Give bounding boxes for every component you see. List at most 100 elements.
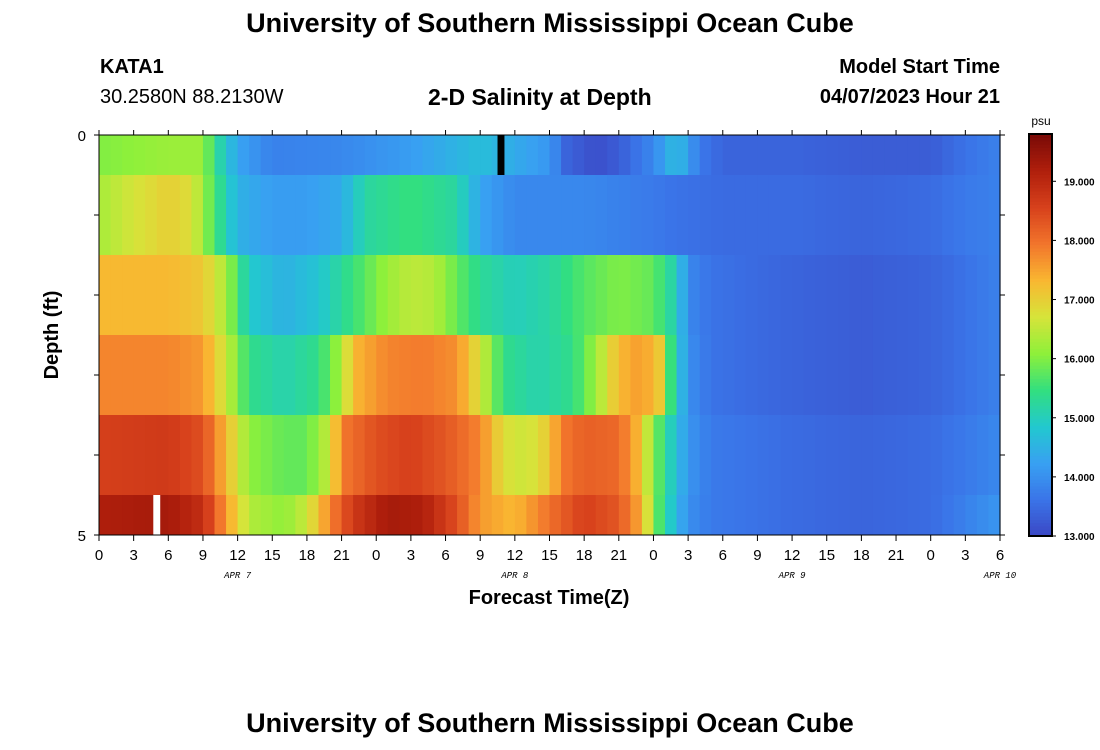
colorbar-segment (1029, 438, 1052, 443)
heatmap-cell (919, 415, 932, 495)
heatmap-cell (295, 175, 308, 255)
heatmap-cell (930, 415, 943, 495)
colorbar-segment (1029, 184, 1052, 189)
heatmap-cell (468, 335, 481, 415)
heatmap-cell (953, 135, 966, 175)
heatmap-cell (376, 135, 389, 175)
heatmap-cell (422, 175, 435, 255)
colorbar-tick-label: 14.000 (1064, 473, 1095, 484)
x-tick-label: 9 (753, 547, 761, 564)
colorbar-segment (1029, 408, 1052, 413)
colorbar-tick-label: 18.000 (1064, 236, 1095, 247)
heatmap-cell (226, 175, 239, 255)
x-tick-label: 6 (164, 547, 172, 564)
heatmap-cell (745, 135, 759, 175)
heatmap-cell (792, 495, 805, 535)
heatmap-cell (306, 135, 320, 175)
heatmap-cell (907, 255, 920, 335)
heatmap-cell (676, 415, 689, 495)
colorbar-segment (1029, 529, 1052, 534)
heatmap-cell (676, 335, 689, 415)
colorbar-segment (1029, 428, 1052, 433)
heatmap-cell (803, 415, 816, 495)
heatmap-cell (561, 135, 574, 175)
heatmap-cell (202, 175, 216, 255)
colorbar-segment (1029, 278, 1052, 282)
colorbar-segment (1029, 512, 1052, 517)
colorbar-segment (1029, 328, 1052, 333)
heatmap-cell (884, 415, 897, 495)
heatmap-cell (503, 335, 516, 415)
heatmap-cell (942, 175, 955, 255)
x-tick-label: 0 (649, 547, 657, 564)
heatmap-cell (399, 335, 412, 415)
colorbar-tick-label: 16.000 (1064, 355, 1095, 366)
heatmap-cell (861, 175, 874, 255)
heatmap-cell (364, 335, 377, 415)
heatmap-cell (237, 495, 250, 535)
heatmap-cell (768, 175, 782, 255)
heatmap-cell (676, 255, 689, 335)
colorbar-segment (1029, 385, 1052, 390)
heatmap-cell (595, 135, 608, 175)
heatmap-cell (99, 495, 112, 535)
heatmap-cell (260, 255, 273, 335)
heatmap-cell (653, 415, 666, 495)
heatmap-cell (549, 255, 562, 335)
colorbar-segment (1029, 388, 1052, 393)
heatmap-cell (133, 135, 146, 175)
colorbar-frame (1028, 133, 1053, 537)
colorbar-segment (1029, 207, 1052, 212)
heatmap-cell (514, 175, 527, 255)
heatmap-cell (688, 175, 701, 255)
heatmap-cell (607, 135, 620, 175)
heatmap-cell (99, 255, 112, 335)
heatmap-cell (734, 495, 747, 535)
colorbar-segment (1029, 505, 1052, 510)
heatmap-cell (665, 495, 678, 535)
heatmap-cell (780, 175, 793, 255)
heatmap-cell (965, 335, 978, 415)
heatmap-cell (688, 335, 701, 415)
x-tick-label: 6 (996, 547, 1004, 564)
heatmap-cell (503, 495, 516, 535)
colorbar-segment (1029, 324, 1052, 329)
colorbar-segment (1029, 492, 1052, 497)
colorbar-segment (1029, 371, 1052, 376)
station-id: KATA1 (100, 56, 164, 78)
heatmap-cell (514, 495, 527, 535)
heatmap-cell (226, 335, 239, 415)
heatmap-cell (665, 135, 678, 175)
heatmap-cell (433, 255, 447, 335)
heatmap-cell (283, 135, 296, 175)
colorbar-segment (1029, 167, 1052, 172)
colorbar-segment (1029, 418, 1052, 423)
heatmap-cell (734, 255, 747, 335)
colorbar-segment (1029, 204, 1052, 209)
colorbar-segment (1029, 519, 1052, 524)
heatmap-cell (757, 335, 770, 415)
colorbar-segment (1029, 365, 1052, 370)
colorbar-segment (1029, 442, 1052, 447)
heatmap-cell (330, 335, 343, 415)
heatmap-cell (433, 335, 447, 415)
x-tick-label: 18 (576, 547, 593, 564)
heatmap-cell (480, 335, 493, 415)
heatmap-cell (353, 335, 366, 415)
heatmap-cell (561, 255, 574, 335)
heatmap-cell (283, 495, 296, 535)
heatmap-cell (584, 255, 597, 335)
heatmap-cell (953, 335, 966, 415)
heatmap-cell (768, 495, 782, 535)
heatmap-cell (665, 415, 678, 495)
heatmap-cell (618, 415, 631, 495)
heatmap-cell (734, 175, 747, 255)
colorbar: 19.000 18.000 17.000 16.000 15.000 14.000 13.0… (1028, 133, 1095, 543)
colorbar-segment (1029, 308, 1052, 313)
x-tick-label: 9 (199, 547, 207, 564)
x-tick-label: 0 (95, 547, 103, 564)
heatmap-cell (861, 255, 874, 335)
heatmap-cell (480, 415, 493, 495)
heatmap-cell (387, 495, 400, 535)
heatmap-cell (826, 495, 839, 535)
